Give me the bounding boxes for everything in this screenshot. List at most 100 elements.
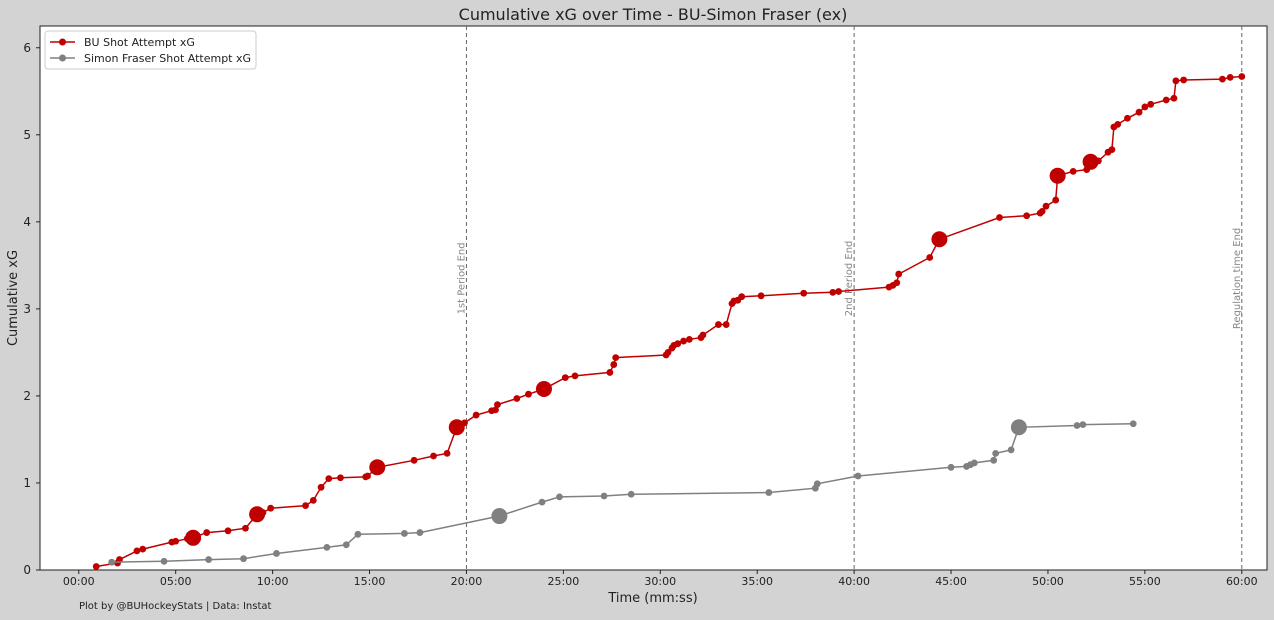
data-point <box>738 293 746 301</box>
data-point <box>800 289 808 297</box>
data-point <box>538 498 546 506</box>
data-point <box>664 349 672 356</box>
data-point <box>401 530 408 537</box>
data-point <box>1108 146 1116 153</box>
data-point-large <box>1082 153 1099 170</box>
period-markers: 1st Period End 2nd Period End Regulation t… <box>456 26 1243 570</box>
data-point <box>430 452 437 460</box>
data-point <box>1114 120 1122 128</box>
data-point <box>996 214 1003 221</box>
x-tick-label: 05:00 <box>160 575 192 588</box>
legend-marker-sfu <box>59 54 66 62</box>
plot-area <box>39 25 1268 571</box>
legend-label-bu: BU Shot Attempt xG <box>84 36 195 49</box>
x-tick-label: 40:00 <box>838 575 870 588</box>
data-point-large <box>369 459 386 476</box>
x-tick-label: 60:00 <box>1226 575 1258 588</box>
data-point <box>259 509 267 516</box>
x-tick-label: 50:00 <box>1032 575 1064 588</box>
y-tick-label: 5 <box>23 128 31 142</box>
data-point <box>829 288 837 296</box>
data-point <box>133 547 141 555</box>
data-point <box>674 340 682 348</box>
data-point <box>1094 157 1102 165</box>
x-tick-label: 55:00 <box>1129 575 1161 588</box>
data-point <box>323 543 331 551</box>
data-point <box>1172 77 1180 85</box>
data-point <box>813 480 821 488</box>
data-point <box>1238 73 1246 80</box>
data-point <box>835 288 843 295</box>
data-point <box>325 475 333 483</box>
data-point-large <box>1010 419 1027 436</box>
x-tick-label: 25:00 <box>548 575 580 588</box>
chart-title: Cumulative xG over Time - BU-Simon Frase… <box>459 5 848 24</box>
x-tick-label: 35:00 <box>741 575 773 588</box>
x-tick-label: 00:00 <box>63 575 95 588</box>
data-point <box>685 335 693 343</box>
data-point <box>1007 446 1015 454</box>
data-point <box>267 504 275 512</box>
data-point <box>108 558 116 566</box>
data-point <box>765 489 773 496</box>
data-point <box>854 472 862 480</box>
data-point <box>472 411 480 419</box>
data-point <box>722 321 730 328</box>
data-point <box>699 331 707 339</box>
data-point <box>309 496 317 504</box>
data-point <box>1219 75 1226 83</box>
data-point <box>1129 420 1137 428</box>
data-point-large <box>491 508 508 525</box>
data-point <box>1069 167 1077 175</box>
data-point-large <box>1049 167 1066 184</box>
legend: BU Shot Attempt xG Simon Fraser Shot Att… <box>44 30 257 70</box>
data-point <box>680 337 687 345</box>
data-point <box>992 449 1000 457</box>
data-point <box>1023 212 1031 220</box>
data-point <box>492 406 499 414</box>
data-point <box>893 279 901 287</box>
data-point <box>561 374 569 382</box>
data-point <box>240 555 247 563</box>
x-tick-label: 15:00 <box>354 575 386 588</box>
data-point <box>895 270 903 278</box>
data-point <box>317 483 325 491</box>
data-point <box>337 474 344 482</box>
data-point <box>205 556 213 563</box>
data-point <box>1038 207 1046 215</box>
data-point <box>342 541 350 549</box>
data-point <box>1073 422 1081 429</box>
data-point-large <box>535 380 552 397</box>
data-point <box>92 563 100 570</box>
data-point <box>1170 94 1178 102</box>
data-point <box>273 550 280 557</box>
data-point <box>1141 103 1149 111</box>
data-point <box>1052 196 1060 204</box>
data-point <box>354 530 362 538</box>
data-point <box>1162 96 1170 104</box>
data-point <box>606 369 614 376</box>
axis-ticks: 00:00 05:00 10:00 15:00 20:00 25:00 30:00 35:00… <box>23 41 1257 588</box>
y-tick-label: 6 <box>23 41 31 55</box>
data-point <box>364 472 371 480</box>
y-tick-label: 0 <box>23 563 31 577</box>
data-point <box>1147 100 1155 108</box>
y-tick-label: 1 <box>23 476 31 490</box>
data-point <box>416 529 424 536</box>
data-point <box>970 459 978 467</box>
data-point <box>1042 202 1050 210</box>
period-label: 2nd Period End <box>844 241 855 317</box>
data-point <box>410 456 418 464</box>
data-point <box>494 401 501 409</box>
y-axis-label: Cumulative xG <box>6 250 21 346</box>
data-point <box>612 354 620 362</box>
data-point <box>1180 76 1188 84</box>
data-point <box>525 390 532 398</box>
series-group <box>92 73 1246 570</box>
data-point <box>990 456 998 464</box>
x-tick-label: 30:00 <box>644 575 676 588</box>
y-tick-label: 4 <box>23 215 31 229</box>
data-point <box>172 537 180 545</box>
data-point <box>160 557 168 565</box>
